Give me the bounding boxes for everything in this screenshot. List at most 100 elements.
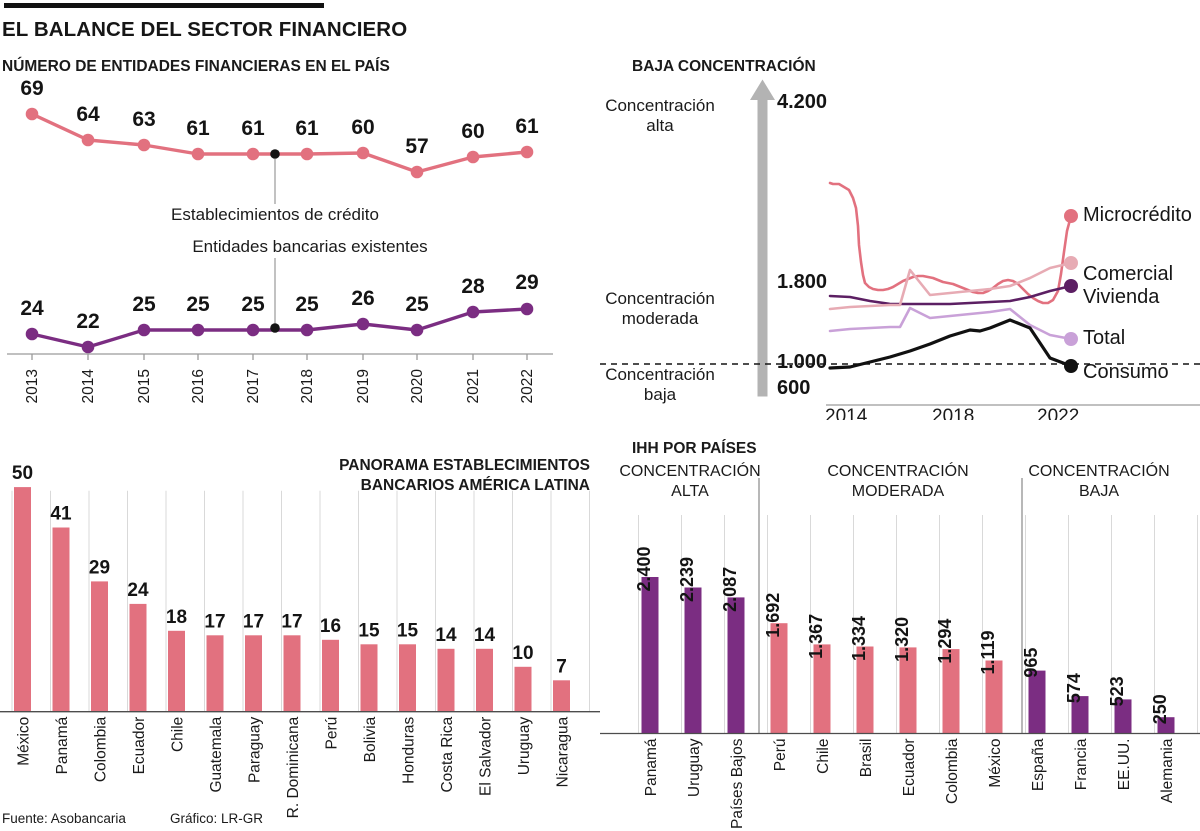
svg-text:574: 574 bbox=[1064, 673, 1084, 703]
svg-text:523: 523 bbox=[1107, 676, 1127, 706]
svg-text:1.320: 1.320 bbox=[892, 617, 912, 662]
svg-text:Vivienda: Vivienda bbox=[1083, 286, 1160, 308]
svg-text:2022: 2022 bbox=[519, 369, 536, 403]
svg-text:BAJA: BAJA bbox=[1079, 483, 1119, 500]
svg-text:17: 17 bbox=[204, 611, 225, 632]
svg-text:25: 25 bbox=[132, 293, 156, 316]
svg-text:2.400: 2.400 bbox=[634, 546, 654, 591]
svg-text:41: 41 bbox=[50, 504, 72, 525]
svg-text:Microcrédito: Microcrédito bbox=[1083, 204, 1192, 226]
svg-text:Concentración: Concentración bbox=[605, 365, 715, 384]
svg-text:250: 250 bbox=[1150, 694, 1170, 724]
svg-text:57: 57 bbox=[405, 135, 428, 158]
svg-text:14: 14 bbox=[435, 625, 457, 646]
svg-text:15: 15 bbox=[358, 620, 380, 641]
svg-text:Nicaragua: Nicaragua bbox=[555, 716, 572, 787]
svg-text:2019: 2019 bbox=[355, 369, 372, 403]
svg-text:17: 17 bbox=[243, 611, 264, 632]
svg-text:1.000: 1.000 bbox=[777, 351, 827, 373]
svg-text:15: 15 bbox=[397, 620, 419, 641]
svg-text:Brasil: Brasil bbox=[858, 739, 875, 778]
svg-text:64: 64 bbox=[76, 103, 100, 126]
svg-text:60: 60 bbox=[461, 120, 484, 143]
svg-text:Costa Rica: Costa Rica bbox=[439, 716, 456, 792]
svg-text:CONCENTRACIÓN: CONCENTRACIÓN bbox=[1028, 461, 1169, 480]
svg-text:1.334: 1.334 bbox=[849, 616, 869, 661]
svg-text:61: 61 bbox=[515, 115, 539, 138]
svg-text:4.200: 4.200 bbox=[777, 91, 827, 113]
svg-text:25: 25 bbox=[186, 293, 210, 316]
svg-text:63: 63 bbox=[132, 108, 155, 131]
svg-text:2.087: 2.087 bbox=[720, 567, 740, 612]
svg-text:1.294: 1.294 bbox=[935, 619, 955, 664]
svg-text:14: 14 bbox=[474, 625, 496, 646]
svg-text:Entidades bancarias existentes: Entidades bancarias existentes bbox=[192, 237, 427, 256]
svg-text:2014: 2014 bbox=[825, 406, 868, 420]
svg-text:61: 61 bbox=[241, 117, 265, 140]
svg-text:2014: 2014 bbox=[80, 369, 97, 404]
svg-text:1.692: 1.692 bbox=[763, 593, 783, 638]
svg-text:R. Dominicana: R. Dominicana bbox=[285, 716, 302, 818]
svg-text:CONCENTRACIÓN: CONCENTRACIÓN bbox=[619, 461, 760, 480]
svg-text:50: 50 bbox=[12, 463, 33, 484]
svg-text:29: 29 bbox=[515, 271, 538, 294]
svg-text:2.239: 2.239 bbox=[677, 557, 697, 602]
svg-text:Países Bajos: Países Bajos bbox=[729, 738, 746, 829]
svg-text:Ecuador: Ecuador bbox=[901, 739, 918, 797]
svg-text:24: 24 bbox=[20, 297, 44, 320]
svg-text:Uruguay: Uruguay bbox=[516, 716, 533, 775]
svg-text:965: 965 bbox=[1021, 648, 1041, 678]
svg-text:CONCENTRACIÓN: CONCENTRACIÓN bbox=[827, 461, 968, 480]
svg-text:Establecimientos de crédito: Establecimientos de crédito bbox=[171, 205, 379, 224]
svg-text:MODERADA: MODERADA bbox=[852, 483, 945, 500]
svg-text:2021: 2021 bbox=[465, 369, 482, 403]
svg-text:1.800: 1.800 bbox=[777, 271, 827, 293]
svg-text:69: 69 bbox=[20, 77, 43, 100]
svg-text:Paraguay: Paraguay bbox=[247, 716, 264, 783]
svg-text:2017: 2017 bbox=[245, 369, 262, 403]
svg-text:España: España bbox=[1030, 738, 1047, 791]
svg-text:alta: alta bbox=[646, 116, 674, 135]
svg-text:10: 10 bbox=[512, 643, 533, 664]
svg-text:2013: 2013 bbox=[24, 369, 41, 403]
svg-text:26: 26 bbox=[351, 287, 374, 310]
svg-text:Bolivia: Bolivia bbox=[362, 716, 379, 762]
svg-text:Colombia: Colombia bbox=[93, 716, 110, 782]
svg-text:EE.UU.: EE.UU. bbox=[1116, 739, 1133, 791]
svg-text:Alemania: Alemania bbox=[1159, 738, 1176, 803]
svg-text:2018: 2018 bbox=[932, 406, 974, 420]
svg-text:2020: 2020 bbox=[409, 369, 426, 404]
svg-text:7: 7 bbox=[556, 656, 567, 677]
svg-text:28: 28 bbox=[461, 275, 485, 298]
svg-text:Concentración: Concentración bbox=[605, 289, 715, 308]
svg-text:24: 24 bbox=[127, 580, 149, 601]
svg-text:Comercial: Comercial bbox=[1083, 263, 1173, 285]
svg-text:61: 61 bbox=[295, 117, 319, 140]
svg-text:México: México bbox=[16, 717, 33, 766]
svg-text:Ecuador: Ecuador bbox=[131, 717, 148, 775]
svg-text:ALTA: ALTA bbox=[671, 483, 709, 500]
svg-text:Uruguay: Uruguay bbox=[686, 738, 703, 797]
svg-text:El Salvador: El Salvador bbox=[478, 717, 495, 796]
svg-text:Guatemala: Guatemala bbox=[208, 716, 225, 792]
svg-text:2016: 2016 bbox=[190, 369, 207, 403]
svg-text:Concentración: Concentración bbox=[605, 96, 715, 115]
svg-text:2022: 2022 bbox=[1037, 406, 1079, 420]
svg-text:Colombia: Colombia bbox=[944, 738, 961, 804]
svg-text:baja: baja bbox=[644, 385, 677, 404]
svg-text:16: 16 bbox=[320, 616, 341, 637]
svg-text:Consumo: Consumo bbox=[1083, 361, 1169, 383]
svg-text:Perú: Perú bbox=[772, 739, 789, 772]
svg-text:22: 22 bbox=[76, 310, 99, 333]
svg-text:600: 600 bbox=[777, 377, 810, 399]
svg-text:17: 17 bbox=[281, 611, 302, 632]
svg-text:25: 25 bbox=[405, 293, 429, 316]
svg-text:Chile: Chile bbox=[815, 739, 832, 774]
svg-text:1.119: 1.119 bbox=[978, 630, 998, 674]
svg-text:Francia: Francia bbox=[1073, 738, 1090, 790]
svg-text:Total: Total bbox=[1083, 327, 1125, 349]
svg-text:moderada: moderada bbox=[622, 309, 699, 328]
svg-text:Panamá: Panamá bbox=[54, 716, 71, 774]
svg-text:25: 25 bbox=[295, 293, 319, 316]
svg-text:2015: 2015 bbox=[136, 369, 153, 403]
